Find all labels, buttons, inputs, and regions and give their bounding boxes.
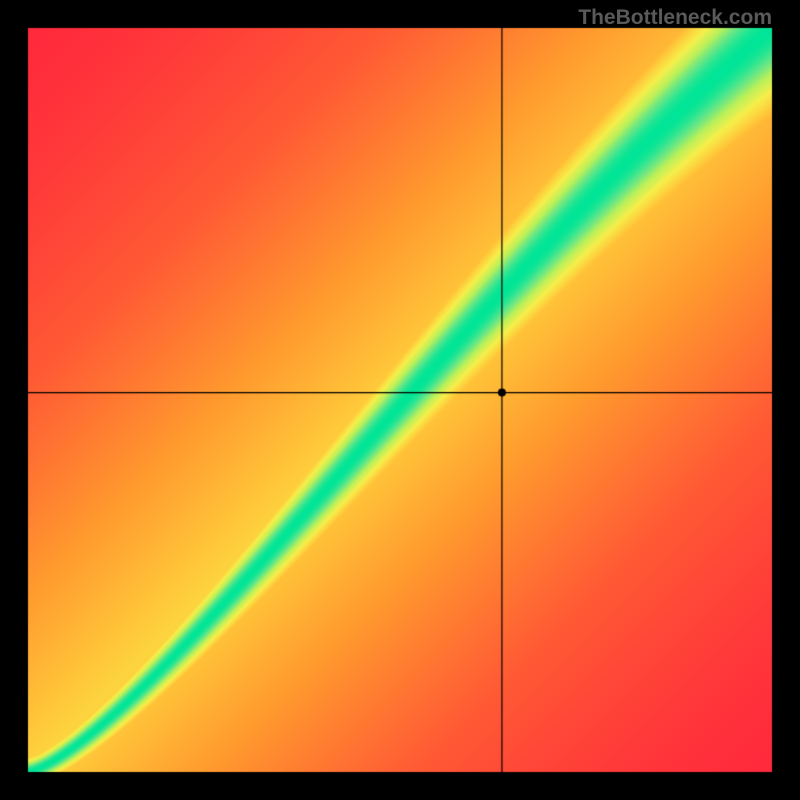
heatmap-canvas (0, 0, 800, 800)
chart-container: TheBottleneck.com (0, 0, 800, 800)
watermark-text: TheBottleneck.com (578, 6, 772, 30)
